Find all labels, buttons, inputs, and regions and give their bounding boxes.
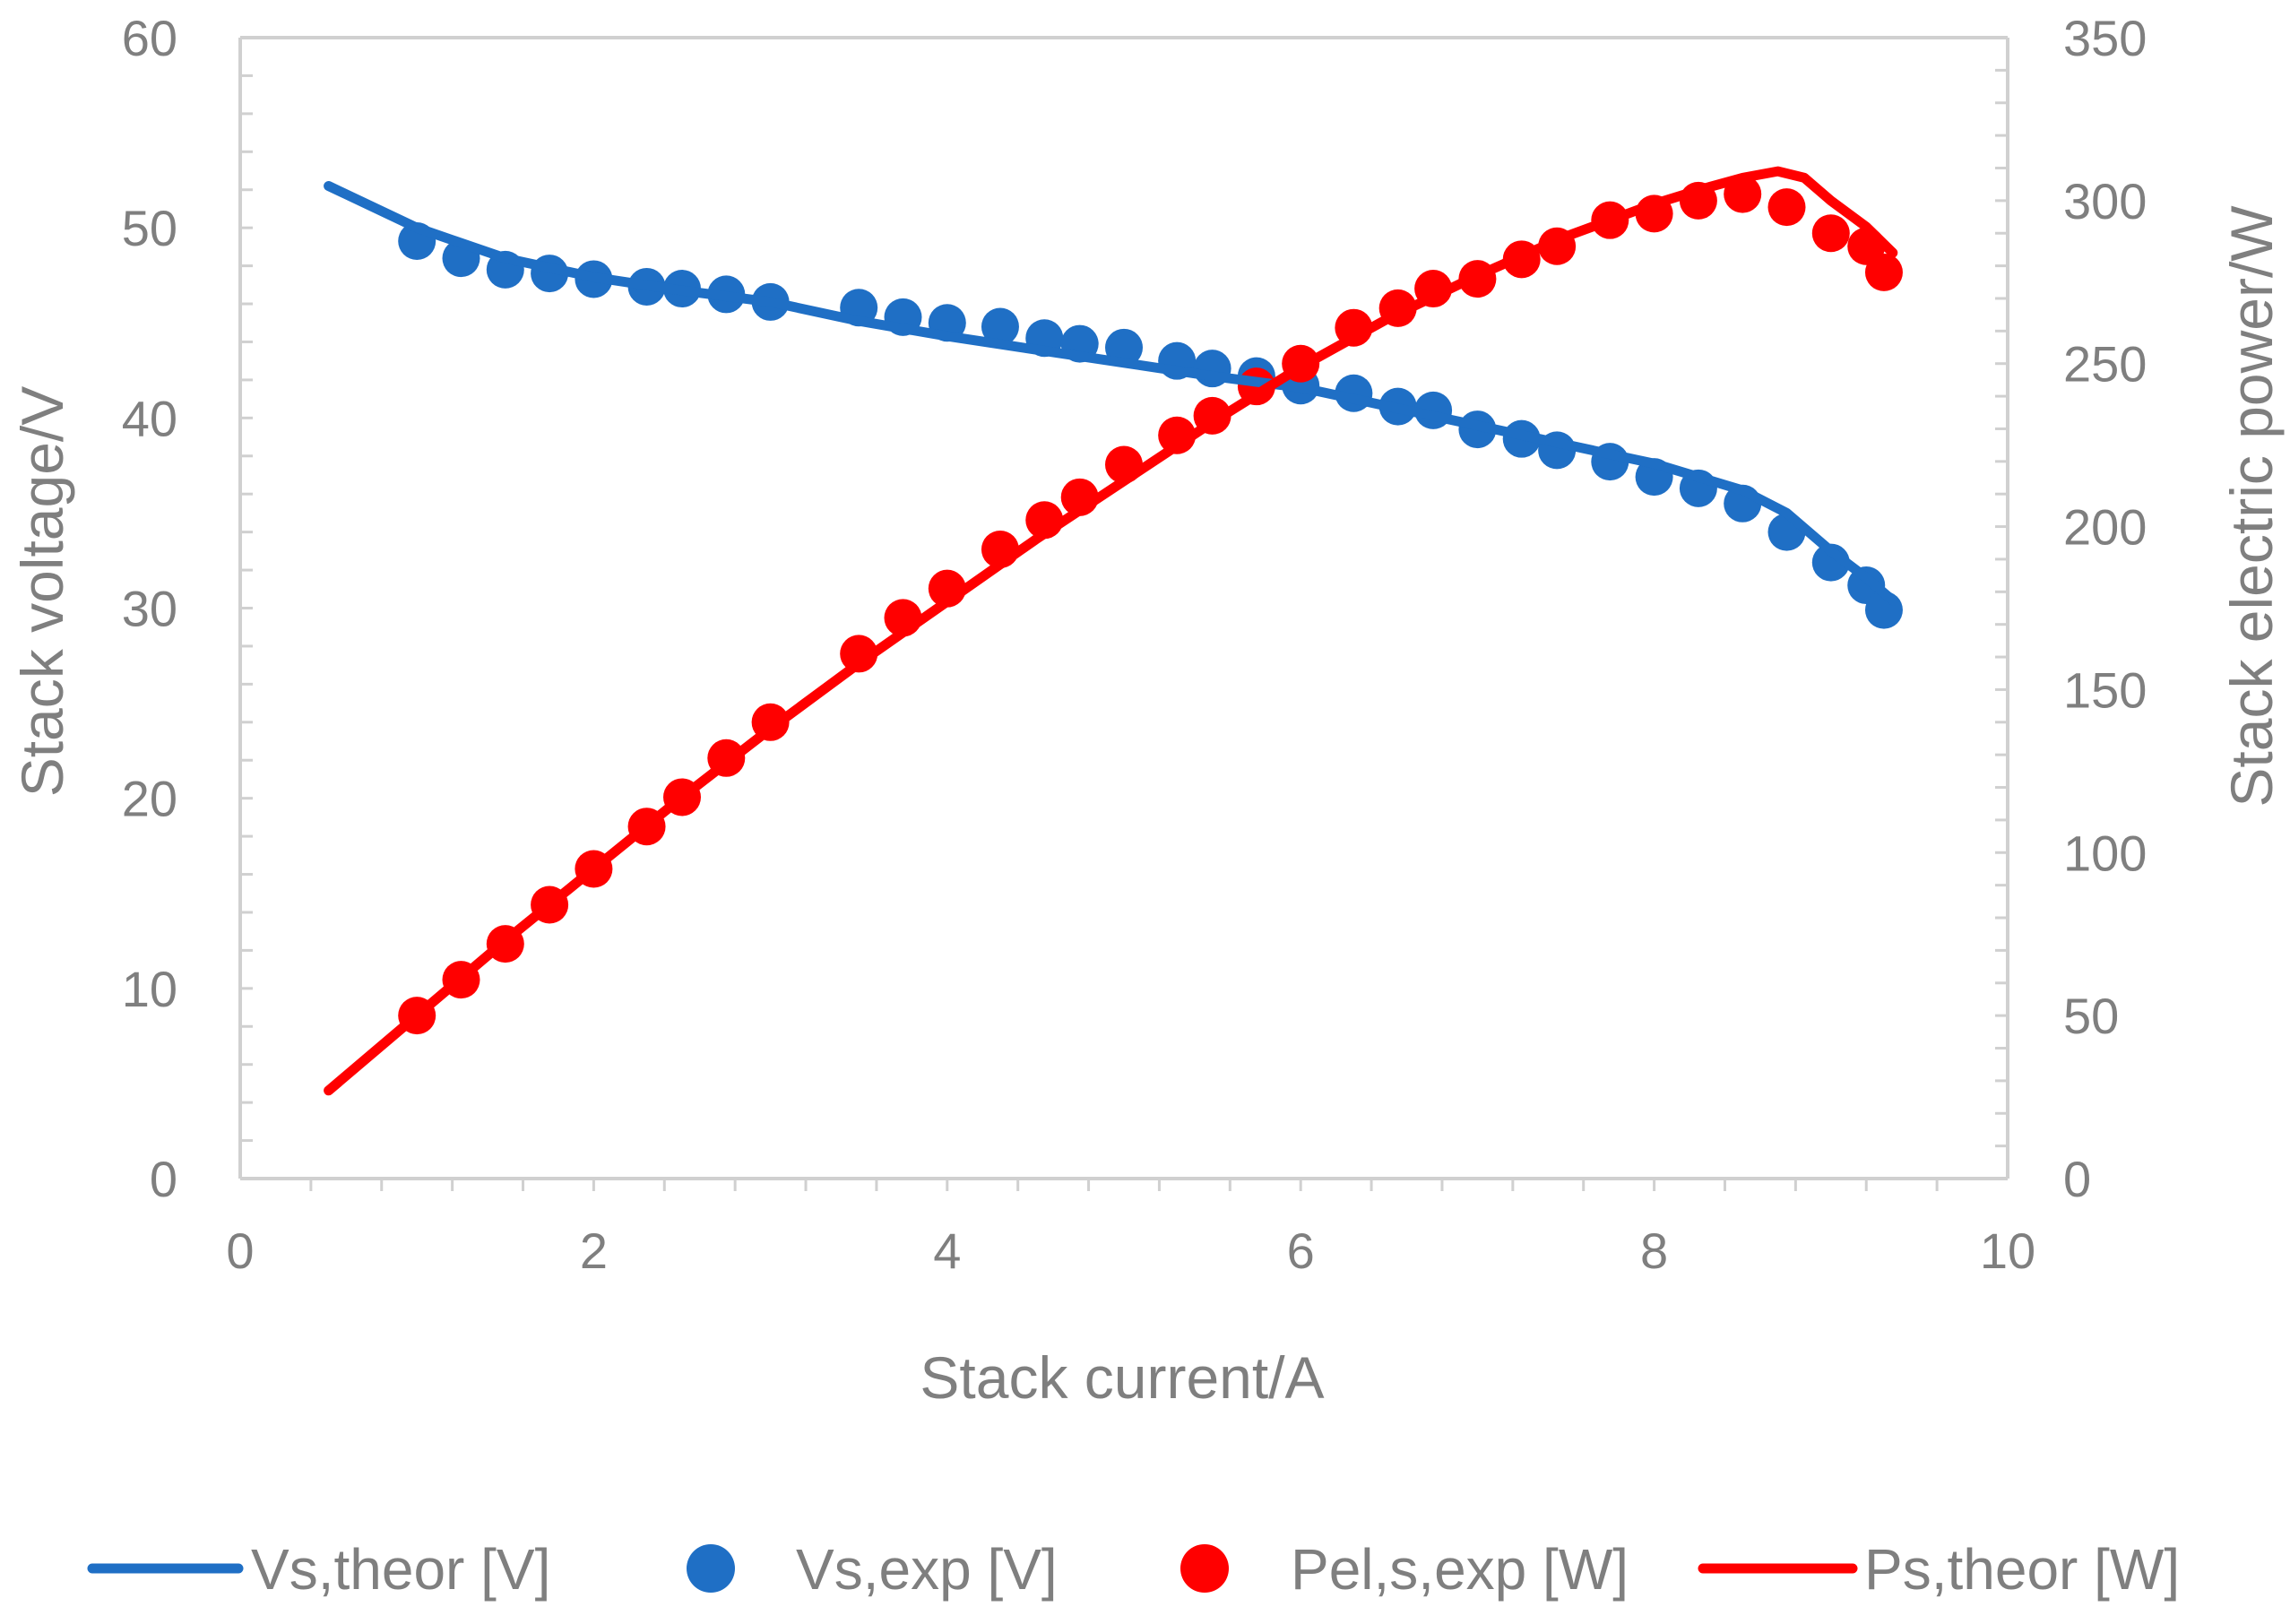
y-left-tick-label: 60 — [122, 10, 177, 66]
y-right-axis-title: Stack electric power/W — [2218, 205, 2285, 808]
legend-label-pel-exp: Pel,s,exp [W] — [1291, 1537, 1629, 1602]
x-tick-label: 8 — [1640, 1222, 1668, 1279]
point-pel-s-exp-w — [1767, 188, 1806, 227]
point-vs-exp-v — [981, 307, 1019, 346]
series-layer — [324, 166, 1903, 1096]
x-tick-label: 6 — [1287, 1222, 1315, 1279]
legend-label-vs-exp: Vs,exp [V] — [796, 1537, 1058, 1602]
y-right-tick-label: 0 — [2063, 1151, 2091, 1207]
point-pel-s-exp-w — [1811, 214, 1850, 253]
legend-swatch-pel-exp — [1180, 1544, 1229, 1593]
axes: 0 2 4 6 8 10010203040506005010015020025030035… — [122, 10, 2147, 1279]
line-ps-theor-w — [324, 166, 1898, 1096]
legend: Vs,theor [V] Vs,exp [V] Pel,s,exp [W] Ps… — [87, 1537, 2180, 1602]
x-tick-label: 10 — [1980, 1222, 2035, 1279]
y-left-tick-label: 50 — [122, 200, 177, 256]
line-vs-theor-v — [324, 181, 1898, 606]
y-right-tick-label: 350 — [2063, 10, 2147, 66]
y-right-tick-label: 150 — [2063, 661, 2147, 718]
y-right-tick-label: 250 — [2063, 336, 2147, 393]
y-left-tick-label: 10 — [122, 961, 177, 1017]
y-left-axis-title: Stack voltage/V — [9, 386, 75, 798]
x-axis-title: Stack current/A — [920, 1344, 1324, 1411]
y-left-tick-label: 30 — [122, 581, 177, 637]
x-tick-label: 4 — [933, 1222, 961, 1279]
y-right-tick-label: 200 — [2063, 499, 2147, 556]
y-left-tick-label: 40 — [122, 390, 177, 446]
y-right-tick-label: 100 — [2063, 825, 2147, 881]
y-left-tick-label: 0 — [150, 1151, 177, 1207]
x-tick-label: 2 — [580, 1222, 608, 1279]
x-tick-label: 0 — [226, 1222, 254, 1279]
point-pel-s-exp-w — [840, 635, 878, 673]
y-left-tick-label: 20 — [122, 771, 177, 827]
legend-swatch-vs-exp — [687, 1544, 735, 1593]
y-right-tick-label: 50 — [2063, 988, 2119, 1044]
y-right-tick-label: 300 — [2063, 173, 2147, 229]
legend-label-vs-theor: Vs,theor [V] — [251, 1537, 550, 1602]
point-pel-s-exp-w — [1864, 253, 1903, 291]
legend-label-ps-theor: Ps,theor [W] — [1864, 1537, 2180, 1602]
